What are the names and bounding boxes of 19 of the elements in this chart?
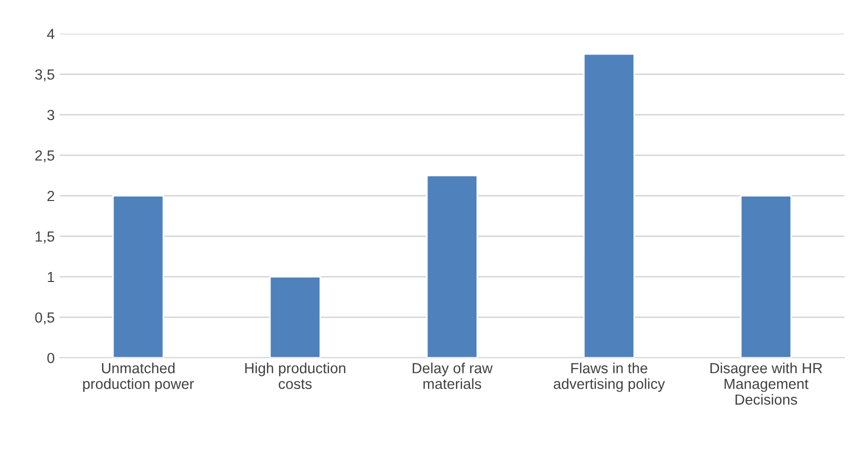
bar [740, 195, 792, 358]
y-tick-label: 0 [47, 352, 54, 364]
y-tick-label: 1,5 [36, 232, 54, 244]
x-tick-label: Disagree with HR Management Decisions [710, 362, 822, 405]
y-tick-label: 3 [47, 110, 54, 120]
x-tick-label: High production costs [245, 362, 346, 390]
y-tick-label: 3,5 [35, 69, 54, 82]
bar [426, 174, 478, 358]
x-tick-label: Unmatched production power [83, 362, 194, 392]
x-tick-label: Flaws in the advertising policy [554, 362, 665, 392]
x-tick-label: Delay of raw materials [412, 362, 493, 390]
y-tick-label: 2,5 [35, 150, 54, 162]
y-tick-label: 0,5 [35, 312, 54, 324]
bar [583, 53, 635, 358]
bar [269, 276, 321, 358]
y-tick-label: 1 [48, 272, 54, 282]
bar [112, 195, 164, 358]
y-tick-label: 4 [47, 29, 54, 40]
y-tick-label: 2 [47, 190, 54, 202]
